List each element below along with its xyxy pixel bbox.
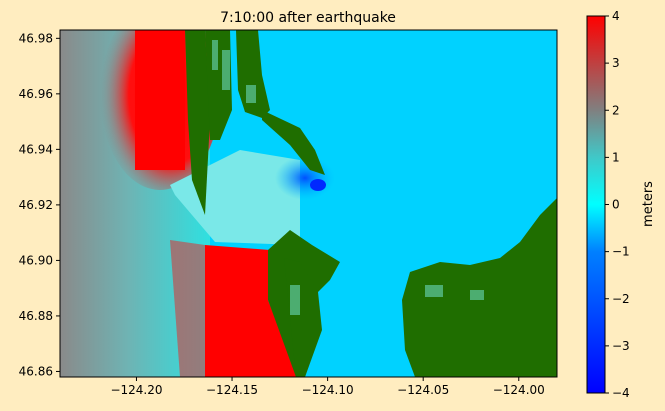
colorbar-label: meters [641,181,656,227]
colorbar-ticks: −4 −3 −2 −1 0 1 2 3 4 [605,9,630,400]
y-tick-label: 46.88 [19,309,53,323]
wave-crest-south-fade [170,240,205,377]
y-tick-label: 46.90 [19,253,53,267]
tidal-flats [212,40,484,315]
y-tick-label: 46.96 [19,87,53,101]
colorbar-tick-label: 1 [612,150,620,164]
colorbar-tick-label: −3 [612,339,630,353]
x-tick-label: −124.10 [302,383,354,397]
x-tick-label: −124.15 [206,383,258,397]
x-tick-label: −124.00 [493,383,545,397]
wave-crest-south [205,245,298,377]
heatmap-plot [60,30,557,377]
x-axis: −124.20 −124.15 −124.10 −124.05 −124.00 [110,377,545,397]
y-axis: 46.86 46.88 46.90 46.92 46.94 46.96 46.98 [19,31,60,378]
depression-core [310,179,326,191]
y-tick-label: 46.98 [19,31,53,45]
y-tick-label: 46.94 [19,142,53,156]
y-tick-label: 46.86 [19,364,53,378]
colorbar-tick-label: 4 [612,9,620,23]
chart-title: 7:10:00 after earthquake [220,10,396,26]
colorbar-tick-label: −1 [612,245,630,259]
wave-crest-north-core [135,30,185,170]
colorbar-tick-label: 0 [612,198,620,212]
y-tick-label: 46.92 [19,198,53,212]
colorbar: −4 −3 −2 −1 0 1 2 3 4 meters [586,9,656,400]
colorbar-tick-label: −2 [612,292,630,306]
colorbar-tick-label: 2 [612,103,620,117]
colorbar-tick-label: 3 [612,56,620,70]
colorbar-tick-label: −4 [612,386,630,400]
x-tick-label: −124.05 [397,383,449,397]
colorbar-gradient [586,15,606,394]
x-tick-label: −124.20 [110,383,162,397]
